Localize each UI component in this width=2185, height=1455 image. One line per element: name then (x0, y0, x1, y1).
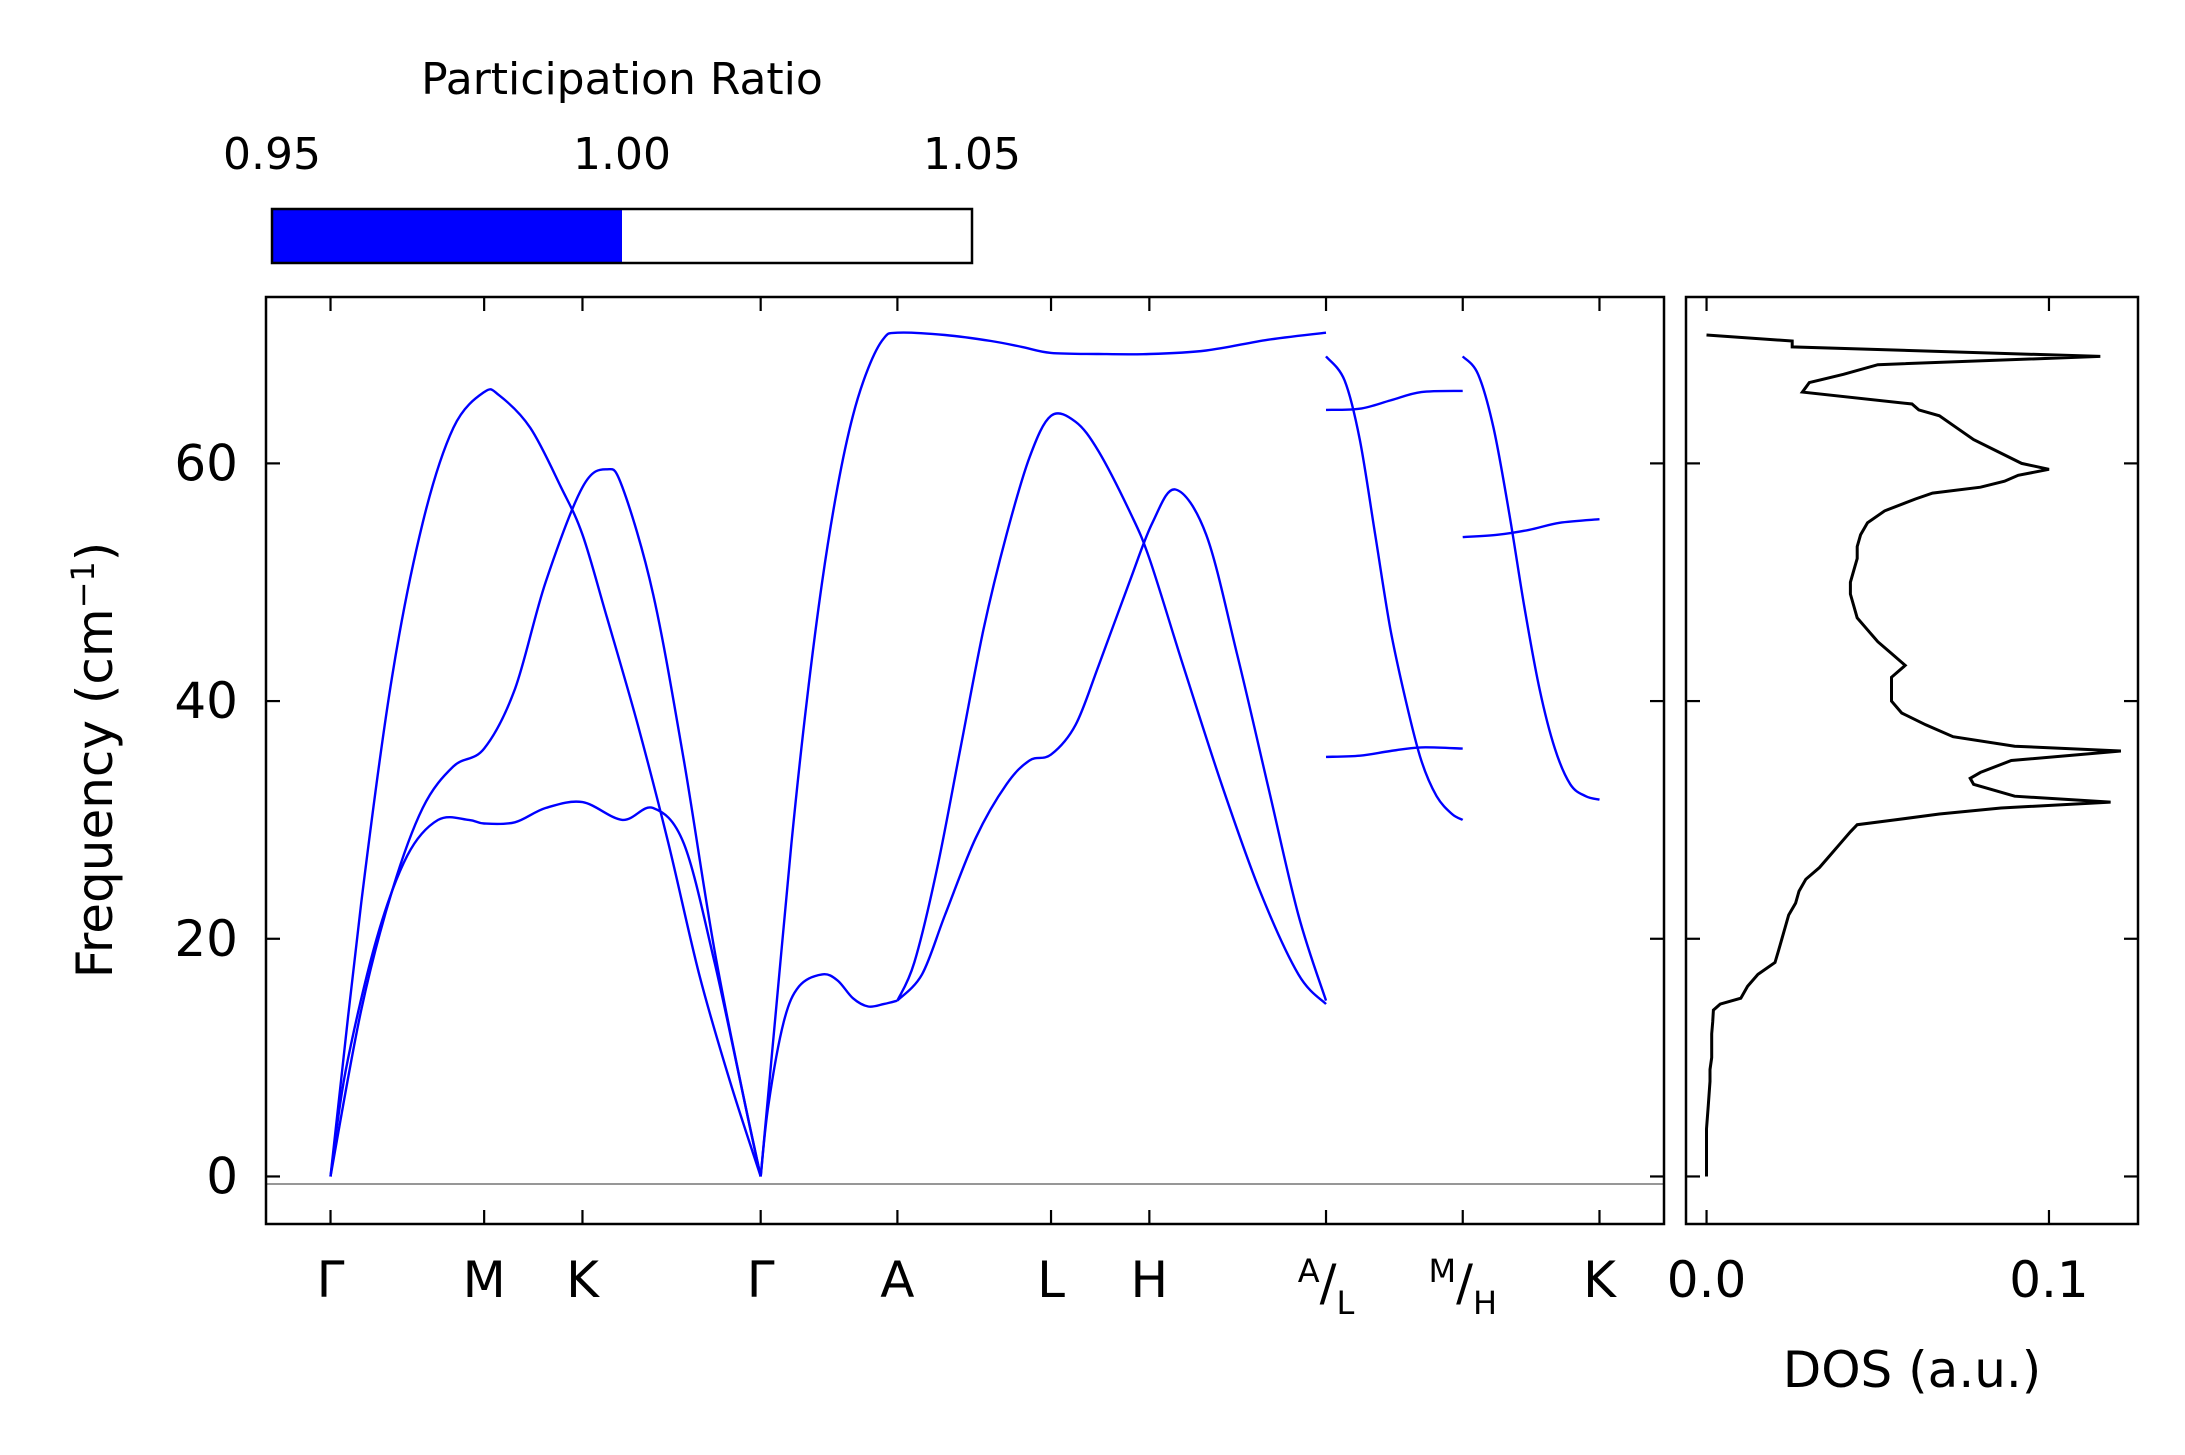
x-tick-label-al-slash: / (1320, 1254, 1337, 1312)
x-tick-label-k2: K (1583, 1251, 1617, 1309)
band-al-mh-steep (1325, 355, 1464, 821)
dos-x-ticks: 0.0 0.1 (1667, 297, 2089, 1309)
x-tick-label-mh: M/H (1428, 1252, 1497, 1322)
colorbar-tick-label: 0.95 (223, 129, 321, 180)
band-a-h-upper (896, 412, 1327, 1005)
x-tick-label-gamma1: Γ (317, 1251, 345, 1309)
x-tick-label-mh-top: M (1428, 1252, 1456, 1290)
colorbar-tick-label: 1.00 (573, 129, 671, 180)
band-axes-frame (264, 295, 1666, 1226)
colorbar-tick-label: 1.05 (923, 129, 1021, 180)
x-tick-label-l: L (1037, 1251, 1065, 1309)
band-bottom-left-acoustic (329, 800, 762, 1177)
band-mid-left-acoustic (329, 467, 762, 1177)
band-a-h-lower (896, 488, 1328, 1002)
y-label-superscript: −1 (64, 561, 102, 608)
dos-panel: 0.0 0.1 DOS (a.u.) (1667, 295, 2140, 1399)
y-tick-label: 40 (174, 672, 238, 730)
y-label-tail: ) (66, 542, 124, 562)
y-label-main: Frequency (cm (66, 608, 124, 978)
colorbar-fill (272, 209, 622, 263)
x-tick-label-mh-slash: / (1456, 1254, 1473, 1312)
band-gamma-a-upper (759, 331, 1327, 1177)
band-top-left-acoustic (329, 388, 762, 1177)
colorbar: Participation Ratio 0.95 1.00 1.05 (223, 54, 1021, 265)
x-tick-label-al-top: A (1298, 1252, 1320, 1290)
x-tick-label-al-bottom: L (1336, 1284, 1354, 1322)
band-al-mh-upper-flat (1325, 389, 1463, 412)
dos-axes-frame (1684, 295, 2140, 1226)
colorbar-title: Participation Ratio (421, 54, 823, 105)
band-al-mh-lower-flat (1325, 746, 1463, 759)
x-tick-label-al: A/L (1298, 1252, 1355, 1322)
dos-x-tick-label: 0.0 (1667, 1251, 1747, 1309)
dos-x-axis-label: DOS (a.u.) (1783, 1341, 2042, 1399)
dos-x-tick-label: 0.1 (2009, 1251, 2089, 1309)
dos-y-ticks (1686, 462, 2138, 1178)
band-gamma-a-lower (759, 973, 898, 1177)
x-tick-label-gamma2: Γ (747, 1251, 775, 1309)
band-x-ticks: Γ M K Γ A L H A/LM/H K (317, 297, 1617, 1322)
x-tick-label-mh-bottom: H (1473, 1284, 1497, 1322)
y-tick-label: 0 (206, 1147, 238, 1205)
x-tick-label-k1: K (566, 1251, 600, 1309)
dos-curve (1705, 333, 2122, 1177)
y-tick-label: 60 (174, 434, 238, 492)
x-tick-label-a: A (880, 1251, 914, 1309)
band-mh-k-steep (1461, 355, 1600, 801)
band-y-ticks: 0 20 40 60 (174, 434, 1664, 1205)
band-y-axis-label: Frequency (cm−1) (64, 542, 124, 979)
bands-group (329, 331, 1600, 1177)
colorbar-frame (270, 207, 974, 265)
band-mh-k-flat (1462, 518, 1600, 539)
x-tick-label-m: M (463, 1251, 506, 1309)
y-tick-label: 20 (174, 910, 238, 968)
x-tick-label-h: H (1131, 1251, 1169, 1309)
